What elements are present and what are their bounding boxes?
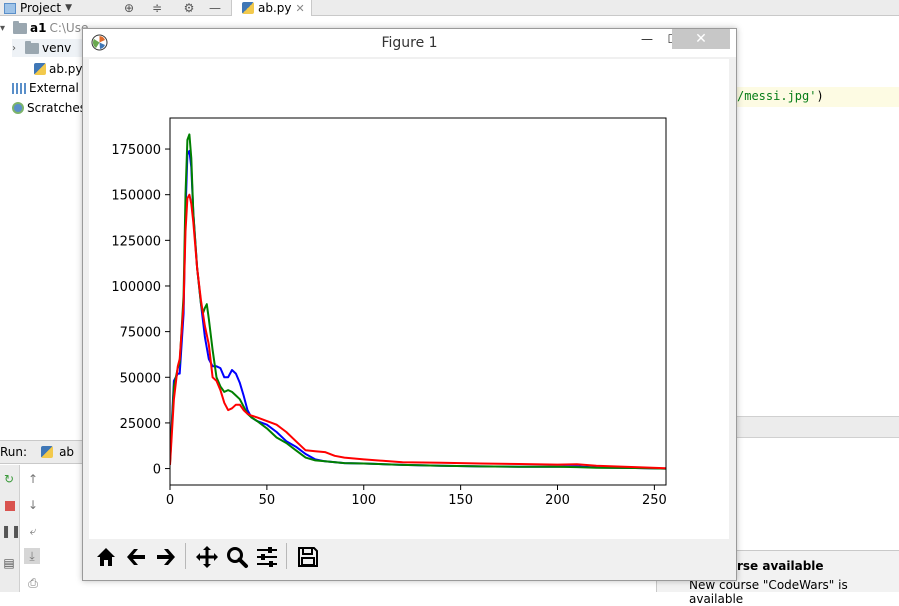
tree-item-ab-py[interactable]: ab.py <box>34 60 83 78</box>
series-line-2 <box>170 195 666 469</box>
pause-icon[interactable]: ❚❚ <box>1 523 17 539</box>
x-tick-label: 250 <box>642 493 667 508</box>
tree-item-external-libraries[interactable]: External L <box>12 79 89 97</box>
tree-file-label: ab.py <box>49 62 83 76</box>
toolbar-separator <box>185 543 186 569</box>
tree-item-venv[interactable]: › venv <box>12 39 90 57</box>
hide-icon[interactable]: — <box>208 1 222 15</box>
y-tick-label: 125000 <box>111 234 161 249</box>
figure-title-bar[interactable]: Figure 1 — ☐ ✕ <box>83 29 736 57</box>
gear-icon[interactable]: ⚙ <box>182 1 196 15</box>
collapse-icon[interactable]: ≑ <box>150 1 164 15</box>
python-config-icon <box>41 446 53 458</box>
project-tree: ▾ a1 C:\Use › venv ab.py External L Scra… <box>0 16 90 436</box>
forward-icon <box>154 545 178 569</box>
back-icon <box>124 545 148 569</box>
pan-icon <box>195 545 219 569</box>
run-label: Run: <box>0 445 27 459</box>
close-button[interactable]: ✕ <box>672 29 730 49</box>
layout-icon[interactable]: ▤ <box>1 555 17 571</box>
run-config-label[interactable]: ab <box>59 445 74 459</box>
navigation-toolbar <box>89 539 729 575</box>
editor-tab-label: ab.py <box>258 1 292 15</box>
project-tool-tab[interactable]: Project ▼ <box>0 0 72 16</box>
code-string: /messi.jpg' <box>737 89 816 103</box>
save-button[interactable] <box>293 542 322 571</box>
axes-frame <box>170 118 666 485</box>
tree-item-root[interactable]: ▾ a1 C:\Use <box>0 19 88 37</box>
home-icon <box>94 545 118 569</box>
forward-button[interactable] <box>151 542 180 571</box>
expand-arrow-icon[interactable]: ▾ <box>0 23 10 34</box>
scroll-up-icon[interactable]: ↑ <box>25 471 41 487</box>
notification-title: rse available <box>737 559 824 573</box>
configure-subplots-button[interactable] <box>252 542 281 571</box>
tree-external-label: External L <box>29 81 89 95</box>
stop-icon[interactable] <box>2 499 18 515</box>
notification-body: New course "CodeWars" is available <box>689 578 899 606</box>
figure-window: Figure 1 — ☐ ✕ 0 50 100 150 200 250 0 25000 5000… <box>82 28 737 581</box>
close-tab-icon[interactable]: ✕ <box>296 2 305 15</box>
y-tick-label: 25000 <box>120 417 161 432</box>
figure-canvas[interactable]: 0 50 100 150 200 250 0 25000 50000 75000 100000 125… <box>89 59 729 539</box>
editor-tab-ab-py[interactable]: ab.py ✕ <box>231 0 312 16</box>
back-button[interactable] <box>121 542 150 571</box>
code-suffix: ) <box>816 89 823 103</box>
x-tick-label: 200 <box>545 493 570 508</box>
python-file-icon <box>242 2 254 14</box>
y-tick-label: 0 <box>153 463 161 478</box>
zoom-button[interactable] <box>222 542 251 571</box>
series-line-1 <box>170 134 666 468</box>
y-tick-label: 50000 <box>120 371 161 386</box>
ide-top-toolbar: Project ▼ ⊕ ≑ ⚙ — ab.py ✕ <box>0 0 899 16</box>
y-tick-label: 100000 <box>111 280 161 295</box>
x-tick-label: 50 <box>259 493 276 508</box>
tree-scratches-label: Scratches <box>27 101 86 115</box>
x-tick-label: 150 <box>448 493 473 508</box>
tree-item-scratches[interactable]: Scratches <box>12 99 86 117</box>
zoom-icon <box>225 545 249 569</box>
project-tab-label: Project <box>20 1 61 15</box>
soft-wrap-icon[interactable]: ⤶ <box>25 523 41 539</box>
y-tick-label: 75000 <box>120 326 161 341</box>
x-tick-label: 0 <box>166 493 174 508</box>
scratches-icon <box>12 102 24 114</box>
configure-subplots-icon <box>255 545 279 569</box>
y-tick-label: 175000 <box>111 143 161 158</box>
collapse-arrow-icon[interactable]: › <box>12 43 22 54</box>
editor-bottom-strip <box>736 416 899 438</box>
home-button[interactable] <box>91 542 120 571</box>
library-icon <box>12 83 26 94</box>
tree-venv-label: venv <box>42 41 71 55</box>
dropdown-arrow-icon[interactable]: ▼ <box>65 3 72 13</box>
rerun-icon[interactable]: ↻ <box>1 471 17 487</box>
python-file-icon <box>34 63 46 75</box>
run-side-toolbar: ↻ ❚❚ ▤ <box>0 465 20 592</box>
y-tick-label: 150000 <box>111 189 161 204</box>
histogram-chart: 0 50 100 150 200 250 0 25000 50000 75000 100000 125… <box>89 59 729 539</box>
project-view-icon <box>4 3 16 14</box>
tree-root-name: a1 <box>30 21 46 35</box>
folder-icon <box>25 43 39 54</box>
pan-button[interactable] <box>192 542 221 571</box>
save-icon <box>296 545 320 569</box>
scroll-to-end-icon[interactable]: ⤓ <box>24 548 40 564</box>
locate-icon[interactable]: ⊕ <box>122 1 136 15</box>
x-tick-label: 100 <box>351 493 376 508</box>
folder-icon <box>13 23 27 34</box>
toolbar-separator <box>286 543 287 569</box>
code-line[interactable]: /messi.jpg') <box>737 89 824 103</box>
run-tool-bar: Run: ab <box>0 440 82 464</box>
print-icon[interactable]: ⎙ <box>25 575 41 591</box>
scroll-down-icon[interactable]: ↓ <box>25 497 41 513</box>
series-line-0 <box>170 151 666 469</box>
